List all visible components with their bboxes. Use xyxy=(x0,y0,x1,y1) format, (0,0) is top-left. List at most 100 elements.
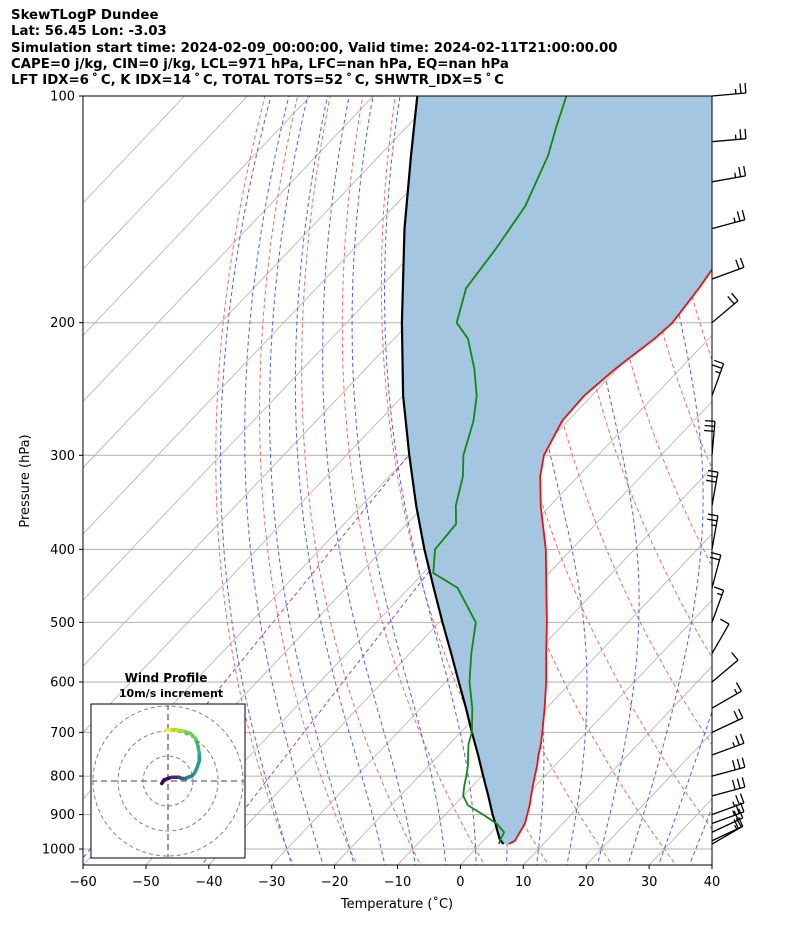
x-tick-label: −40 xyxy=(195,875,222,890)
wind-barb-shaft xyxy=(711,292,739,324)
chart-header: SkewTLogP Dundee Lat: 56.45 Lon: -3.03 S… xyxy=(11,8,618,89)
dry-adiabat-line xyxy=(590,96,712,568)
isotherm-line xyxy=(585,731,712,865)
y-tick-label: 900 xyxy=(50,808,75,823)
moist-adiabat-line xyxy=(351,96,447,865)
wind-barb-shaft xyxy=(709,551,722,589)
x-tick-label: −20 xyxy=(321,875,348,890)
moist-adiabat-line xyxy=(719,79,794,868)
stability-info: CAPE=0 j/kg, CIN=0 j/kg, LCL=971 hPa, LF… xyxy=(11,56,509,72)
isotherm-line xyxy=(208,334,712,865)
wind-barbs xyxy=(704,83,747,845)
wind-barb-shaft xyxy=(711,128,747,143)
wind-barb-shaft xyxy=(704,419,716,456)
moist-adiabat-line xyxy=(322,96,417,865)
wind-barb xyxy=(711,257,745,280)
isotherm-line xyxy=(83,96,437,469)
wind-barb-shaft xyxy=(711,652,739,683)
wind-barb xyxy=(706,469,719,506)
wind-barb-shaft xyxy=(711,359,725,396)
wind-barb xyxy=(711,586,725,623)
cin-shaded-area xyxy=(401,96,712,845)
isotherm-line xyxy=(83,96,500,535)
wind-barb-shaft xyxy=(711,209,746,230)
wind-barb-shaft xyxy=(711,757,746,777)
dry-adiabat-line xyxy=(751,79,794,868)
wind-barb xyxy=(709,551,722,589)
isotherm-line xyxy=(334,467,712,865)
isotherm-line xyxy=(459,599,712,865)
wind-barb-shaft xyxy=(711,802,745,825)
wind-barb-shaft xyxy=(711,83,747,97)
wind-barb-shaft xyxy=(711,682,742,709)
dewpoint-profile-line xyxy=(432,96,568,845)
x-tick-label: 0 xyxy=(456,875,464,890)
wind-barb xyxy=(711,733,745,756)
wind-barb-shaft xyxy=(711,777,746,797)
y-tick-label: 300 xyxy=(50,449,75,464)
wind-barb xyxy=(711,128,747,143)
chart-title: SkewTLogP Dundee xyxy=(11,8,159,23)
x-tick-label: −60 xyxy=(69,875,96,890)
wind-barb-shaft xyxy=(711,733,745,756)
parcel-profile-line xyxy=(400,96,505,845)
dry-adiabat-line xyxy=(783,79,794,868)
y-tick-label: 700 xyxy=(50,726,75,741)
isotherm-line xyxy=(711,864,712,865)
wind-barb xyxy=(711,652,739,683)
wind-barb xyxy=(711,757,746,777)
x-axis-label: Temperature (˚C) xyxy=(340,896,453,912)
isotherm-line xyxy=(522,665,712,865)
x-tick-label: 30 xyxy=(641,875,658,890)
hodograph-ring xyxy=(117,730,219,832)
wind-barb-shaft xyxy=(711,793,745,816)
wind-barb xyxy=(711,165,747,183)
dry-adiabat-line xyxy=(215,96,294,865)
wind-barb xyxy=(711,618,730,654)
moist-adiabat-line xyxy=(627,96,704,865)
y-tick-label: 400 xyxy=(50,543,75,558)
x-tick-label: 20 xyxy=(578,875,595,890)
moist-adiabat-line xyxy=(658,710,712,865)
wind-barb xyxy=(711,83,747,97)
moist-adiabat-line xyxy=(244,96,324,865)
location-info: Lat: 56.45 Lon: -3.03 xyxy=(11,24,167,40)
wind-barb-shaft xyxy=(711,708,744,733)
wind-barb xyxy=(711,802,745,825)
dry-adiabat-line xyxy=(719,79,794,868)
inset-subtitle: 10m/s increment xyxy=(119,687,223,700)
y-tick-label: 100 xyxy=(50,90,75,105)
wind-barb-shaft xyxy=(711,257,745,280)
y-tick-label: 600 xyxy=(50,675,75,690)
wind-barb-shaft xyxy=(711,618,730,654)
wind-barb xyxy=(704,419,716,456)
dry-adiabat-line xyxy=(557,96,712,659)
isotherm-line xyxy=(83,96,249,270)
moist-adiabat-line xyxy=(269,96,355,865)
wind-barb xyxy=(711,682,742,709)
wind-barb-shaft xyxy=(711,586,725,623)
wind-barb-shaft xyxy=(711,165,747,183)
wind-barb-shaft xyxy=(706,469,719,506)
moist-adiabat-line xyxy=(219,96,293,865)
wind-barb xyxy=(711,777,746,797)
dry-adiabat-line xyxy=(301,96,422,865)
moist-adiabat-line xyxy=(688,806,712,865)
y-tick-label: 200 xyxy=(50,316,75,331)
moist-adiabat-line xyxy=(294,96,386,865)
isotherm-line xyxy=(83,96,311,336)
y-tick-label: 500 xyxy=(50,616,75,631)
y-axis-label: Pressure (hPa) xyxy=(18,434,33,527)
wind-barb xyxy=(711,359,725,396)
x-tick-label: 40 xyxy=(704,875,721,890)
isotherm-line xyxy=(271,400,712,865)
dry-adiabat-line xyxy=(380,96,549,865)
simulation-info: Simulation start time: 2024-02-09_00:00:… xyxy=(11,40,618,56)
wind-barb xyxy=(711,292,739,324)
wind-barb xyxy=(711,793,745,816)
index-info: LFT IDX=6 ˚ C, K IDX=14 ˚ C, TOTAL TOTS=… xyxy=(11,73,505,89)
temperature-profile-line xyxy=(508,268,712,845)
wind-barb xyxy=(711,209,746,230)
